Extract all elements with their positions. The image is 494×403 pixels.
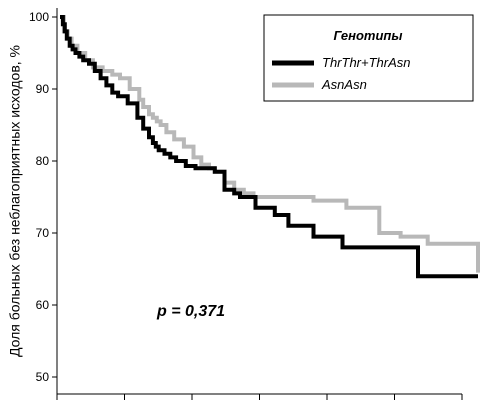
y-tick-label: 60 — [36, 298, 50, 312]
legend-label-thrthr-thrasn: ThrThr+ThrAsn — [322, 55, 411, 70]
y-tick-label: 90 — [36, 82, 50, 96]
series-layer — [60, 15, 480, 279]
y-tick-label: 80 — [36, 154, 50, 168]
y-tick-label: 70 — [36, 226, 50, 240]
y-tick-label: 100 — [29, 10, 49, 24]
p-value-annotation: p = 0,371 — [156, 303, 225, 320]
legend: Генотипы ThrThr+ThrAsn AsnAsn — [263, 14, 474, 102]
legend-label-asnasn: AsnAsn — [321, 77, 367, 92]
legend-title: Генотипы — [334, 28, 403, 43]
axis-layer: 50 60 70 80 90 100 — [29, 8, 463, 400]
y-axis-label: Доля больных без неблагоприятных исходов… — [7, 45, 23, 357]
series-line-thrthr-thrasn — [60, 15, 478, 279]
y-tick-label: 50 — [36, 370, 50, 384]
